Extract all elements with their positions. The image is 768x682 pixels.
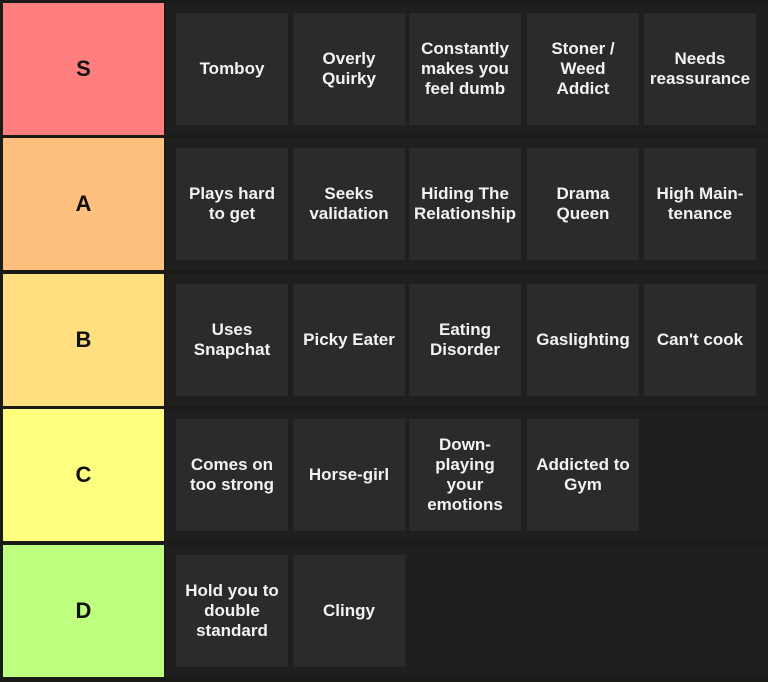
tier-drop-zone-a[interactable]: Plays hard to get Seeks validation Hidin… xyxy=(166,138,768,270)
tier-drop-zone-s[interactable]: Tomboy Overly Quirky Constantly makes yo… xyxy=(166,3,768,135)
tier-item[interactable]: Clingy xyxy=(293,555,405,667)
tier-drop-zone-d[interactable]: Hold you to double standard Clingy xyxy=(166,545,768,677)
tier-label-a[interactable]: A xyxy=(3,138,164,270)
tier-row-c: C Comes on too strong Horse-girl Down- p… xyxy=(0,406,768,541)
tier-item[interactable]: Overly Quirky xyxy=(293,13,405,125)
tier-item[interactable]: Gaslighting xyxy=(527,284,639,396)
tier-item[interactable]: Picky Eater xyxy=(293,284,405,396)
tier-label-d[interactable]: D xyxy=(3,545,164,677)
tier-item[interactable]: Horse-girl xyxy=(293,419,405,531)
tier-label-c[interactable]: C xyxy=(3,409,164,541)
tier-item[interactable]: Uses Snapchat xyxy=(176,284,288,396)
tier-item[interactable]: Hiding The Relationship xyxy=(409,148,521,260)
tier-item[interactable]: Plays hard to get xyxy=(176,148,288,260)
tier-item[interactable]: Constantly makes you feel dumb xyxy=(409,13,521,125)
tier-item[interactable]: Tomboy xyxy=(176,13,288,125)
tier-item[interactable]: Hold you to double standard xyxy=(176,555,288,667)
tier-drop-zone-c[interactable]: Comes on too strong Horse-girl Down- pla… xyxy=(166,409,768,541)
tier-item[interactable]: Needs reassurance xyxy=(644,13,756,125)
tier-item[interactable]: Down- playing your emotions xyxy=(409,419,521,531)
tier-drop-zone-b[interactable]: Uses Snapchat Picky Eater Eating Disorde… xyxy=(166,274,768,406)
tier-label-s[interactable]: S xyxy=(3,3,164,135)
tier-row-s: S Tomboy Overly Quirky Constantly makes … xyxy=(0,0,768,135)
tier-item[interactable]: Drama Queen xyxy=(527,148,639,260)
tier-row-a: A Plays hard to get Seeks validation Hid… xyxy=(0,135,768,270)
tier-item[interactable]: Eating Disorder xyxy=(409,284,521,396)
tier-item[interactable]: High Main- tenance xyxy=(644,148,756,260)
tier-item[interactable]: Comes on too strong xyxy=(176,419,288,531)
tier-label-b[interactable]: B xyxy=(3,274,164,406)
tier-row-b: B Uses Snapchat Picky Eater Eating Disor… xyxy=(0,271,768,406)
tier-row-d: D Hold you to double standard Clingy xyxy=(0,542,768,677)
tier-item[interactable]: Seeks validation xyxy=(293,148,405,260)
tier-item[interactable]: Can't cook xyxy=(644,284,756,396)
tier-item[interactable]: Addicted to Gym xyxy=(527,419,639,531)
tier-item[interactable]: Stoner / Weed Addict xyxy=(527,13,639,125)
